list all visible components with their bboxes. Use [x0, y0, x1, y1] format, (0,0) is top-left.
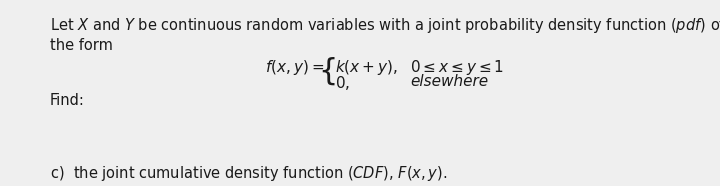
Text: Find:: Find: [50, 93, 85, 108]
Text: c)  the joint cumulative density function $(CDF)$, $F(x, y)$.: c) the joint cumulative density function… [50, 164, 447, 183]
Text: $\{$: $\{$ [318, 55, 336, 87]
Text: elsewhere: elsewhere [410, 74, 488, 89]
Text: $f(x, y) =$: $f(x, y) =$ [265, 58, 324, 77]
Text: $0 \leq x \leq y \leq 1$: $0 \leq x \leq y \leq 1$ [410, 58, 504, 77]
Text: $k(x + y),$: $k(x + y),$ [335, 58, 398, 77]
Text: the form: the form [50, 38, 113, 53]
Text: $0,$: $0,$ [335, 74, 350, 92]
Text: Let $X$ and $Y$ be continuous random variables with a joint probability density : Let $X$ and $Y$ be continuous random var… [50, 16, 720, 35]
